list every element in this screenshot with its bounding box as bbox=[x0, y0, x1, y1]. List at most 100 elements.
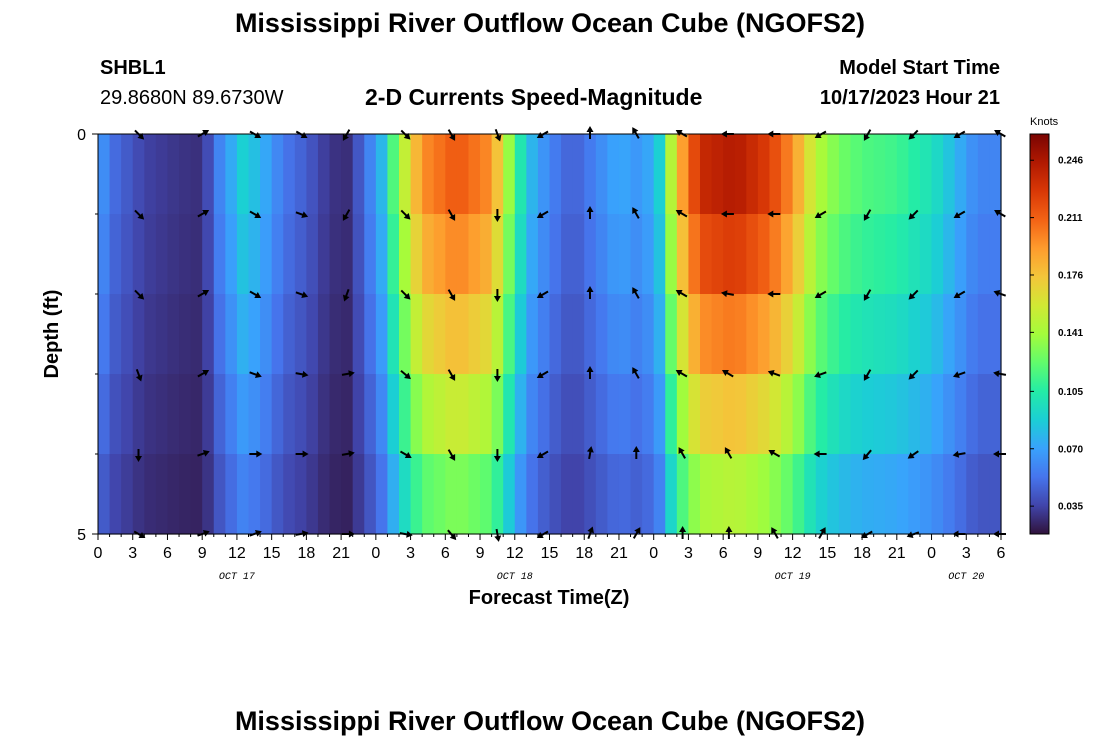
current-vector-arrow bbox=[400, 289, 411, 300]
heatmap-cell bbox=[943, 214, 956, 295]
current-vector-arrow bbox=[863, 289, 872, 301]
heatmap-cell bbox=[341, 454, 354, 535]
heatmap-cell bbox=[399, 134, 412, 215]
current-vector-arrow bbox=[721, 290, 734, 298]
heatmap-cell bbox=[329, 374, 342, 455]
current-vector-arrow bbox=[249, 371, 262, 378]
heatmap-cell bbox=[618, 294, 632, 375]
heatmap-cell bbox=[317, 454, 331, 535]
current-vector-arrow bbox=[767, 130, 781, 138]
heatmap-cell bbox=[410, 294, 423, 375]
heatmap-cell bbox=[375, 454, 389, 535]
heatmap-cell bbox=[711, 374, 724, 455]
current-vector-arrow bbox=[993, 450, 1006, 458]
current-vector-arrow bbox=[586, 446, 594, 460]
current-vector-arrow bbox=[295, 211, 309, 218]
current-vector-arrow bbox=[399, 530, 413, 538]
current-vector-arrow bbox=[908, 209, 919, 220]
heatmap-cell bbox=[468, 374, 481, 455]
heatmap-cell bbox=[665, 134, 678, 215]
heatmap-cell bbox=[757, 454, 771, 535]
heatmap-cell bbox=[468, 294, 481, 375]
heatmap-cell bbox=[827, 214, 840, 295]
current-vector-arrow bbox=[400, 370, 411, 380]
heatmap-cell bbox=[838, 214, 852, 295]
current-vector-arrow bbox=[952, 371, 966, 378]
heatmap-cell bbox=[364, 454, 377, 535]
heatmap-cell bbox=[167, 294, 180, 375]
heatmap-cell bbox=[850, 454, 863, 535]
heatmap-cell bbox=[294, 294, 307, 375]
repeat-page-title: Mississippi River Outflow Ocean Cube (NG… bbox=[234, 706, 866, 736]
current-vector-arrow bbox=[536, 370, 549, 379]
heatmap-cell bbox=[410, 134, 423, 215]
current-vector-arrow bbox=[678, 447, 686, 459]
heatmap-cell bbox=[445, 374, 458, 455]
current-vector-arrow bbox=[586, 286, 594, 299]
current-vector-arrow bbox=[724, 447, 733, 459]
heatmap-cell bbox=[144, 294, 157, 375]
heatmap-cell bbox=[260, 294, 273, 375]
heatmap-cell bbox=[827, 134, 840, 215]
heatmap-cell bbox=[526, 214, 539, 295]
heatmap-cell bbox=[885, 374, 898, 455]
heatmap-cell bbox=[653, 214, 666, 295]
heatmap-cell bbox=[248, 134, 261, 215]
heatmap-cell bbox=[202, 374, 215, 455]
heatmap-cell bbox=[757, 294, 771, 375]
heatmap-cell bbox=[572, 134, 585, 215]
heatmap-cell bbox=[838, 374, 852, 455]
heatmap-cell bbox=[225, 214, 238, 295]
heatmap-cell bbox=[734, 294, 747, 375]
current-vector-arrow bbox=[295, 291, 309, 298]
heatmap-cell bbox=[491, 294, 504, 375]
heatmap-cell bbox=[341, 214, 354, 295]
heatmap-cell bbox=[341, 294, 354, 375]
heatmap-cell bbox=[584, 294, 597, 375]
heatmap-cell bbox=[236, 214, 250, 295]
heatmap-cell bbox=[202, 294, 215, 375]
heatmap-cell bbox=[977, 374, 991, 455]
heatmap-cell bbox=[375, 134, 389, 215]
colorbar-tick-label: 0.105 bbox=[1058, 387, 1083, 398]
heatmap-cell bbox=[804, 214, 817, 295]
heatmap-cell bbox=[595, 214, 608, 295]
current-vector-arrow bbox=[295, 450, 309, 458]
heatmap-cell bbox=[815, 374, 828, 455]
current-vectors bbox=[133, 126, 1007, 542]
current-vector-arrow bbox=[586, 126, 594, 139]
x-date-label: OCT 18 bbox=[497, 572, 533, 583]
heatmap-cell bbox=[873, 454, 886, 535]
heatmap-cell bbox=[526, 134, 539, 215]
heatmap-cell bbox=[456, 214, 470, 295]
heatmap-cell bbox=[190, 134, 203, 215]
heatmap-cell bbox=[838, 454, 852, 535]
heatmap-cell bbox=[422, 374, 435, 455]
heatmap-cell bbox=[491, 134, 504, 215]
heatmap-cell bbox=[526, 294, 539, 375]
heatmap-cell bbox=[595, 374, 608, 455]
current-vector-arrow bbox=[767, 290, 781, 298]
current-vector-arrow bbox=[197, 209, 210, 218]
current-vector-arrow bbox=[493, 369, 501, 382]
heatmap-cell bbox=[167, 214, 180, 295]
heatmap-cell bbox=[399, 214, 412, 295]
heatmap-cell bbox=[896, 294, 909, 375]
heatmap-cell bbox=[850, 374, 863, 455]
current-vector-arrow bbox=[493, 449, 501, 462]
heatmap-cell bbox=[642, 454, 655, 535]
heatmap-cell bbox=[225, 294, 238, 375]
heatmap-cell bbox=[155, 134, 169, 215]
current-vector-arrow bbox=[197, 129, 210, 138]
x-tick-label: 12 bbox=[228, 545, 246, 562]
heatmap-cell bbox=[850, 294, 863, 375]
x-tick-label: 0 bbox=[649, 545, 658, 562]
heatmap-cell bbox=[688, 294, 701, 375]
heatmap-cell bbox=[537, 374, 551, 455]
heatmap-cell bbox=[630, 294, 643, 375]
current-vector-arrow bbox=[494, 528, 502, 542]
heatmap-cell bbox=[630, 134, 643, 215]
heatmap-cell bbox=[595, 294, 608, 375]
x-tick-label: 3 bbox=[962, 545, 971, 562]
x-axis-label: Forecast Time(Z) bbox=[469, 587, 630, 609]
